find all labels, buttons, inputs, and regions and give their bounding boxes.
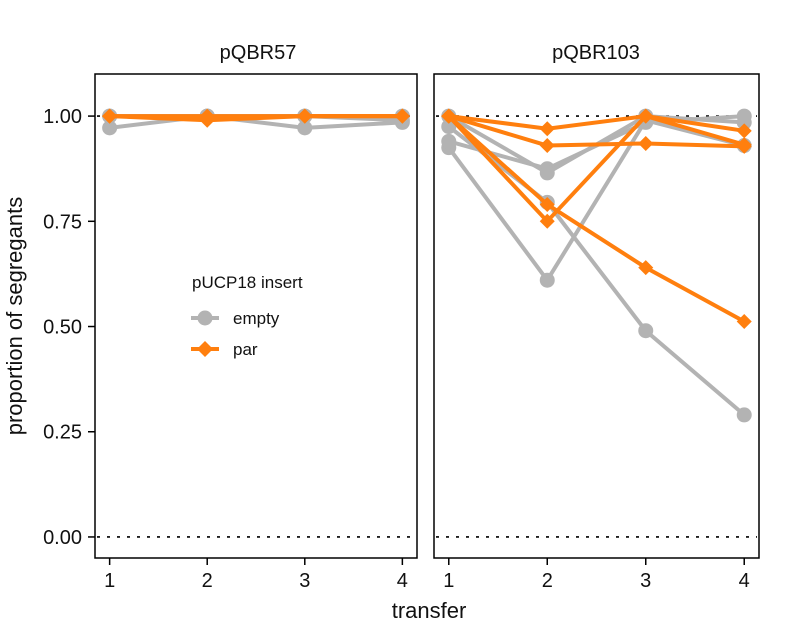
series-line-empty	[447, 125, 746, 417]
panel-pqbr103: pQBR103	[433, 42, 760, 559]
data-point-par	[736, 313, 752, 329]
series-line-par	[448, 114, 745, 133]
data-point-empty	[736, 114, 752, 130]
legend-label-empty: empty	[233, 309, 280, 328]
data-point-par	[394, 108, 410, 124]
legend-marker-empty	[197, 310, 213, 326]
x-tick-label: 1	[443, 570, 454, 592]
plot-area-pqbr103	[436, 108, 757, 538]
legend-entry-empty: empty	[191, 309, 280, 328]
data-point-empty	[102, 120, 118, 136]
x-tick-label: 4	[397, 570, 408, 592]
data-point-empty	[539, 272, 555, 288]
legend-title: pUCP18 insert	[192, 273, 303, 292]
y-axis-title: proportion of segregants	[2, 197, 27, 436]
plot-area-pqbr57	[97, 108, 415, 538]
data-point-par	[638, 260, 654, 276]
data-point-par	[539, 196, 555, 212]
y-tick-label: 0.50	[43, 317, 82, 339]
series-line-par	[447, 114, 745, 224]
data-point-par	[539, 213, 555, 229]
panel-title-pqbr57: pQBR57	[220, 42, 297, 64]
data-point-empty	[441, 133, 457, 149]
y-tick-label: 1.00	[43, 106, 82, 128]
x-axis-pqbr57: 1 2 3 4	[104, 558, 408, 592]
data-point-par	[638, 108, 654, 124]
y-tick-label: 0.75	[43, 211, 82, 233]
data-point-par	[297, 108, 313, 124]
x-tick-label: 4	[739, 570, 750, 592]
x-tick-label: 2	[542, 570, 553, 592]
data-point-par	[638, 135, 654, 151]
x-axis-title: transfer	[392, 598, 467, 623]
panel-frame	[94, 73, 418, 559]
data-point-empty	[638, 323, 654, 339]
panel-title-pqbr103: pQBR103	[552, 42, 640, 64]
data-point-empty	[736, 407, 752, 423]
legend-entry-par: par	[191, 340, 258, 359]
x-axis-pqbr103: 1 2 3 4	[443, 558, 750, 592]
y-tick-label: 0.00	[43, 527, 82, 549]
data-point-par	[736, 123, 752, 139]
series-line-empty	[109, 114, 403, 130]
panel-pqbr57: pQBR57	[94, 42, 418, 559]
series-line-par	[448, 114, 745, 149]
series-line-empty	[447, 118, 745, 283]
data-point-empty	[539, 165, 555, 181]
data-point-par	[199, 110, 215, 126]
x-tick-label: 2	[202, 570, 213, 592]
data-point-empty	[297, 120, 313, 136]
y-axis: 0.00 0.25 0.50 0.75 1.00	[43, 106, 95, 549]
x-tick-label: 1	[104, 570, 115, 592]
legend-label-par: par	[233, 340, 258, 359]
data-point-par	[441, 108, 457, 124]
series-line-par	[109, 114, 403, 121]
x-tick-label: 3	[299, 570, 310, 592]
data-point-par	[539, 121, 555, 137]
legend-marker-par	[197, 341, 213, 357]
data-point-par	[736, 137, 752, 153]
x-tick-label: 3	[640, 570, 651, 592]
data-point-par	[102, 108, 118, 124]
series-line-par	[447, 114, 746, 324]
y-tick-label: 0.25	[43, 422, 82, 444]
data-point-par	[539, 138, 555, 154]
legend: pUCP18 insert empty par	[191, 273, 303, 359]
